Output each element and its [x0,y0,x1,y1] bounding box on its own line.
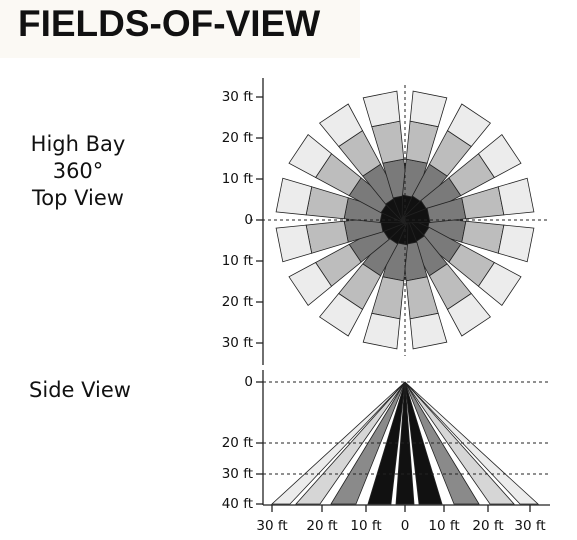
view-label: High Bay [31,132,126,156]
view-label: Side View [29,378,131,402]
axis-label: 20 ft [472,518,503,534]
spoke-segment [288,134,333,179]
spoke-segment [275,224,313,263]
axis-label: 20 ft [306,518,337,534]
axis-label: 30 ft [222,335,253,351]
view-label: Top View [31,186,124,210]
spoke-segment [362,90,401,128]
axis-label: 30 ft [514,518,545,534]
top-view: High Bay 360° Top View 30 ft 20 ft 10 ft 0 10 f… [31,78,550,365]
axis-label: 0 [244,212,253,228]
title: FIELDS-OF-VIEW [18,3,320,44]
spoke-segment [446,103,491,148]
spoke-segment [497,177,535,216]
spoke-segment [477,261,522,306]
spoke-segment [446,292,491,337]
spoke-segment [275,177,313,216]
axis-label: 30 ft [222,89,253,105]
spoke-segment [362,312,401,350]
axis-label: 30 ft [222,466,253,482]
fan-segment [395,381,415,505]
axis-label: 10 ft [222,253,253,269]
spoke-segment [409,90,448,128]
spoke-segment [477,134,522,179]
axis-label: 30 ft [256,518,287,534]
axis-label: 20 ft [222,130,253,146]
axis-label: 10 ft [428,518,459,534]
view-label: 360° [53,159,104,183]
axis-label: 0 [401,518,410,534]
spoke-segment [409,312,448,350]
axis-label: 40 ft [222,496,253,512]
title-band [0,0,360,58]
axis-label: 20 ft [222,294,253,310]
spoke-segment [497,224,535,263]
axis-label: 20 ft [222,435,253,451]
spoke-segment [319,292,364,337]
spoke-segment [319,103,364,148]
axis-label: 10 ft [350,518,381,534]
spoke-segment [288,261,333,306]
axis-label: 0 [244,374,253,390]
axis-label: 10 ft [222,171,253,187]
fan-segment [404,381,480,505]
